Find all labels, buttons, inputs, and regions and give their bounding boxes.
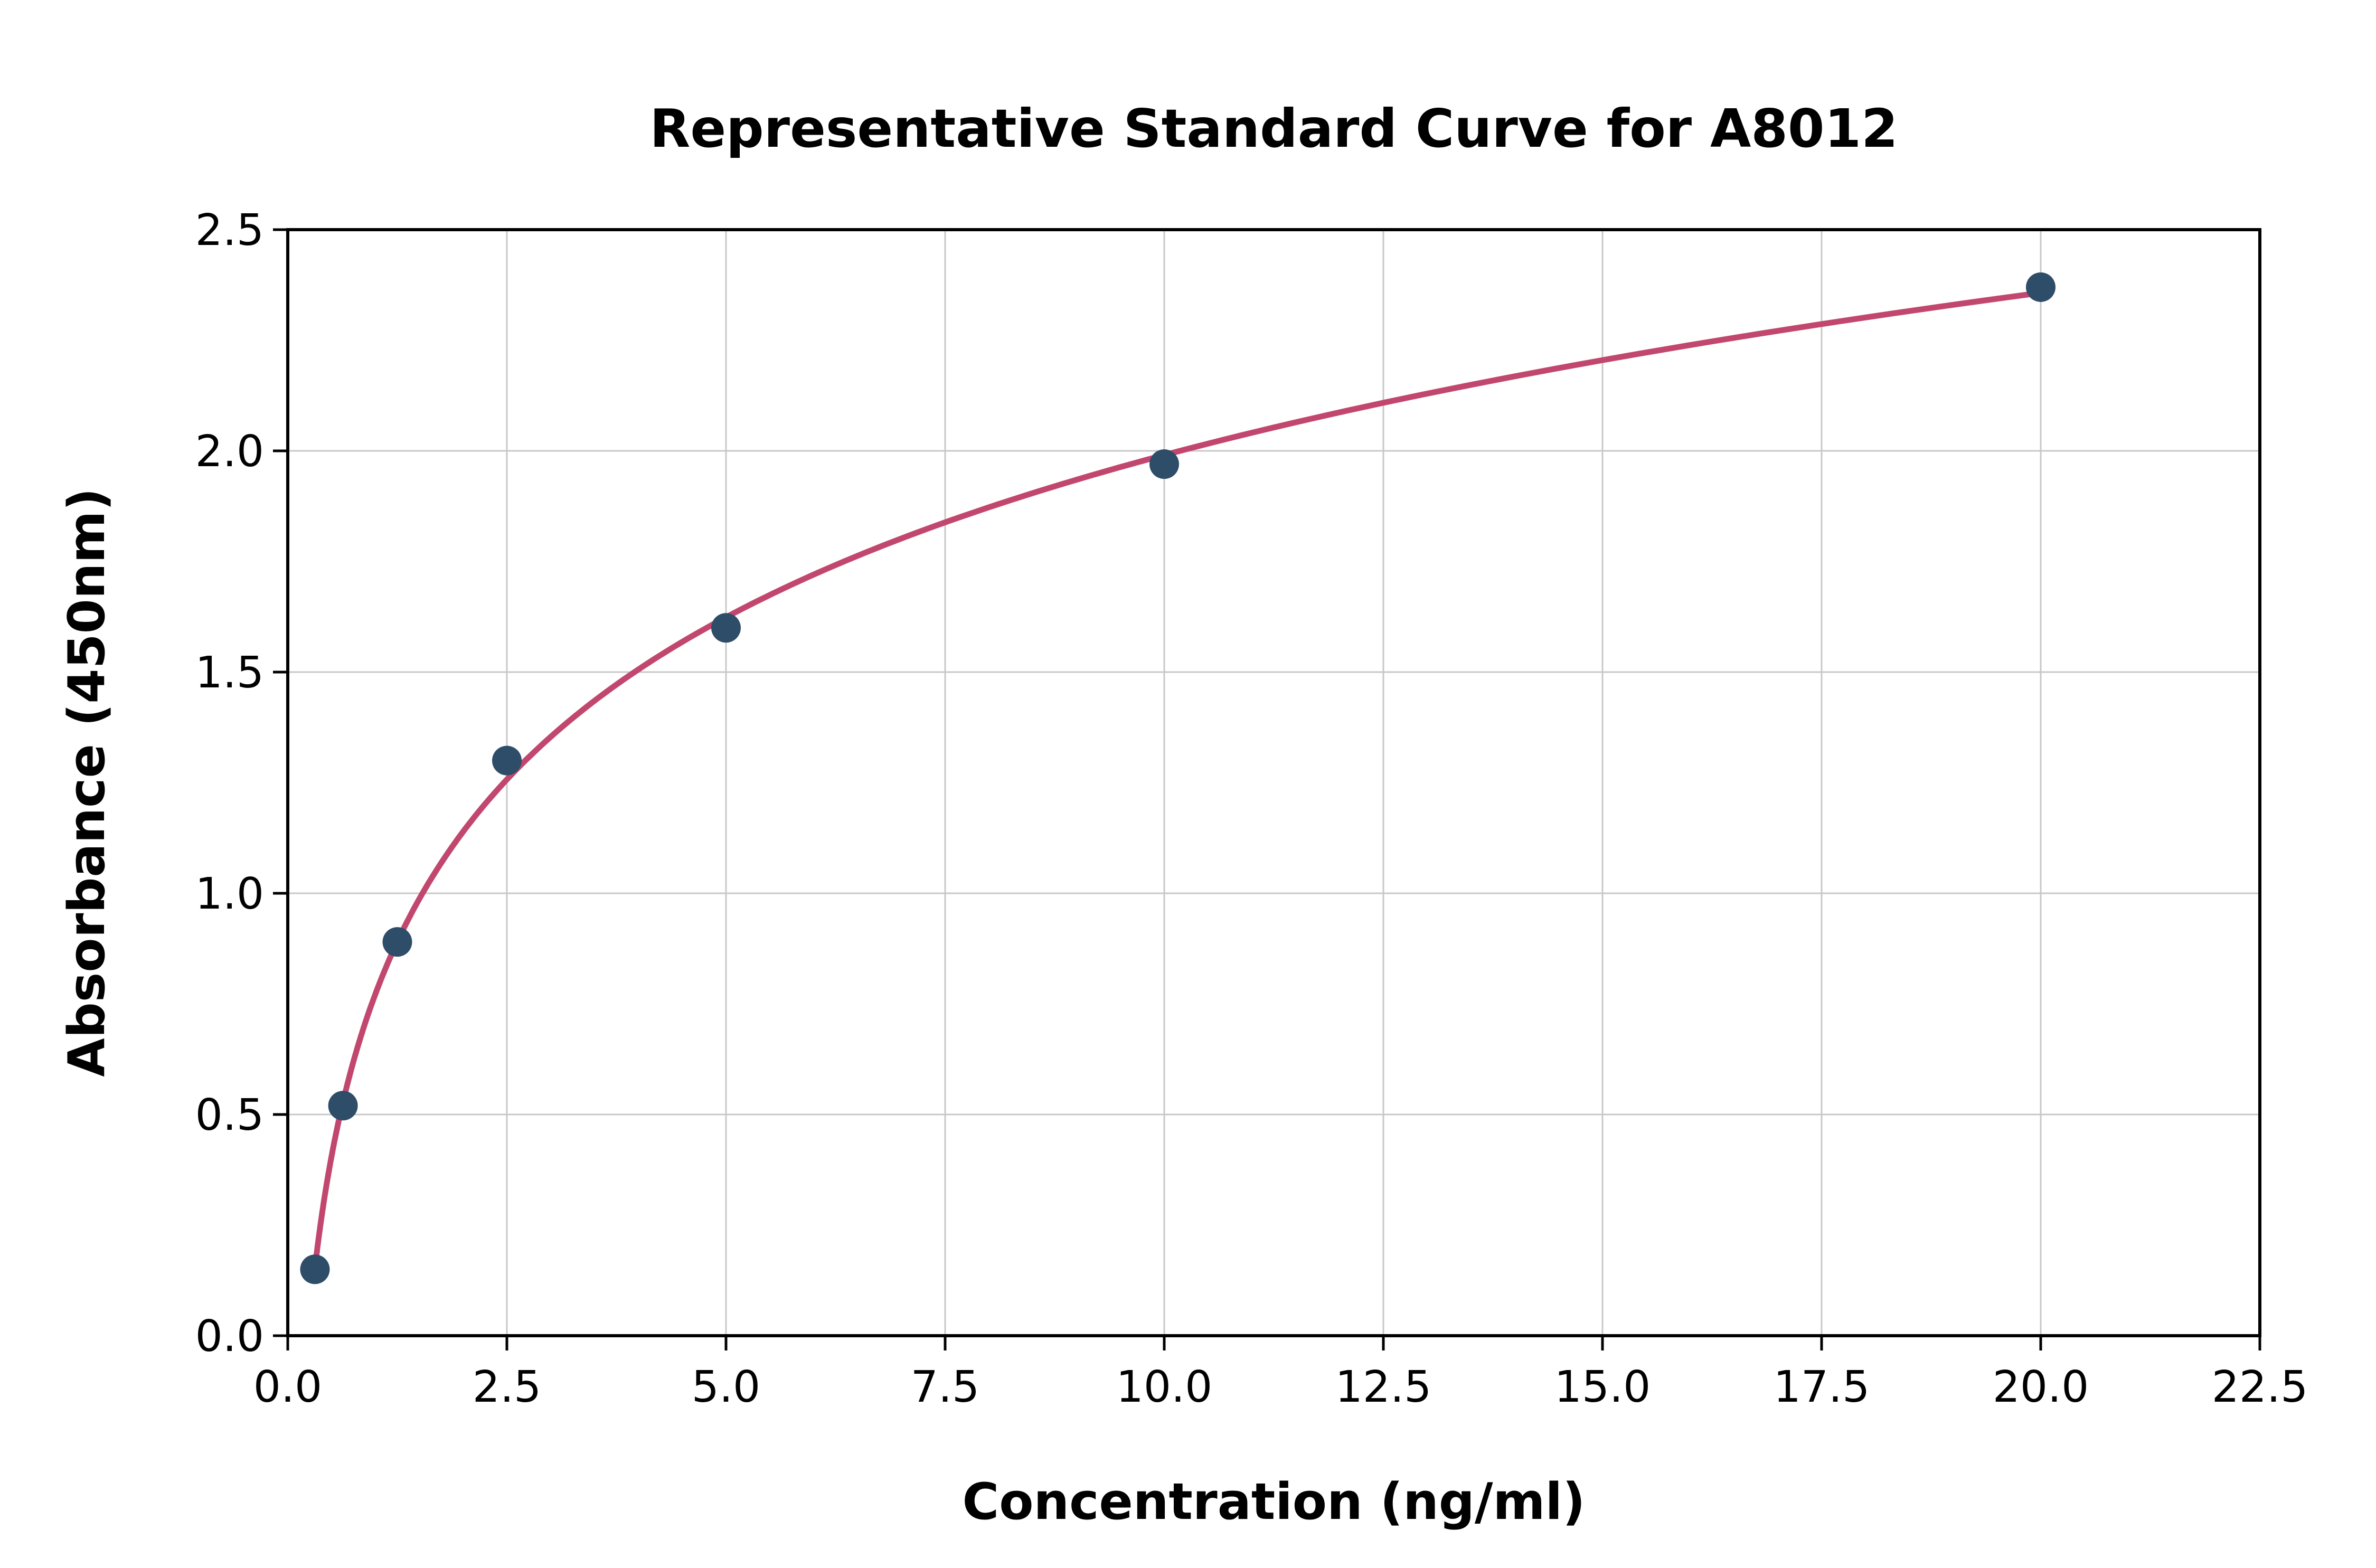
x-tick-label: 0.0 xyxy=(253,1362,322,1412)
x-tick-label: 7.5 xyxy=(911,1362,979,1412)
data-points xyxy=(300,272,2056,1284)
y-tick-label: 2.5 xyxy=(195,205,264,256)
grid-lines xyxy=(287,229,2261,1337)
data-point xyxy=(711,613,741,643)
data-point xyxy=(300,1254,330,1284)
chart-title: Representative Standard Curve for A8012 xyxy=(649,98,1898,159)
fitted-curve xyxy=(312,290,2044,1271)
x-tick-label: 20.0 xyxy=(1993,1362,2089,1412)
x-tick-label: 17.5 xyxy=(1774,1362,1870,1412)
tick-labels: 0.0 2.5 5.0 7.5 10.0 12.5 15.0 17.5 20.0 22.5 0.0 0… xyxy=(195,205,2308,1412)
axes-frame xyxy=(286,228,2261,1337)
y-tick-label: 1.0 xyxy=(195,869,264,919)
data-point xyxy=(1149,449,1179,479)
x-tick-label: 2.5 xyxy=(473,1362,541,1412)
y-axis-label: Absorbance (450nm) xyxy=(58,488,116,1077)
data-point xyxy=(328,1091,358,1121)
x-tick-label: 22.5 xyxy=(2212,1362,2308,1412)
data-point xyxy=(492,745,522,776)
data-point xyxy=(382,927,412,957)
x-tick-label: 12.5 xyxy=(1335,1362,1432,1412)
x-tick-label: 10.0 xyxy=(1116,1362,1213,1412)
y-tick-label: 1.5 xyxy=(195,648,264,698)
x-tick-label: 15.0 xyxy=(1554,1362,1651,1412)
x-tick-label: 5.0 xyxy=(692,1362,760,1412)
x-axis-label: Concentration (ng/ml) xyxy=(962,1473,1586,1531)
data-point xyxy=(2026,272,2056,302)
y-tick-label: 0.5 xyxy=(195,1090,264,1140)
y-tick-label: 2.0 xyxy=(195,427,264,477)
y-tick-label: 0.0 xyxy=(195,1311,264,1362)
